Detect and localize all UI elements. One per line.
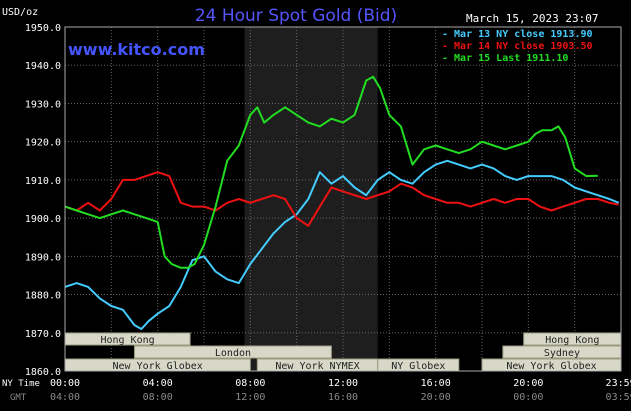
chart-axes: 1860.0 1870.0 1880.0 1890.0 1900.0 1910.0 1920…	[2, 23, 631, 403]
gmt-tick-label: 03:59	[606, 392, 631, 403]
y-tick-label: 1920.0	[25, 138, 61, 149]
session-label: New York NYMEX	[275, 361, 359, 372]
plot-frame	[64, 26, 622, 372]
session-bars: Hong Kong London New York Globex New York N…	[64, 332, 622, 372]
gmt-tick-label: 20:00	[421, 392, 451, 403]
y-tick-label: 1890.0	[25, 252, 61, 263]
session-label: NY Globex	[391, 361, 445, 372]
legend-entry: - Mar 13 NY close 1913.90	[442, 29, 593, 40]
x-tick-label: 20:00	[513, 378, 543, 389]
session-label: London	[215, 348, 251, 359]
legend-entry: - Mar 14 NY close 1903.50	[442, 41, 593, 52]
legend: - Mar 13 NY close 1913.90- Mar 14 NY clo…	[442, 29, 593, 64]
y-tick-label: 1900.0	[25, 214, 61, 225]
y-tick-label: 1950.0	[25, 23, 61, 34]
series-line-3	[64, 75, 598, 269]
x-tick-label: 00:00	[50, 378, 80, 389]
series-line-1	[64, 159, 620, 330]
x-tick-label: 23:59	[606, 378, 631, 389]
gmt-tick-label: 16:00	[328, 392, 358, 403]
y-tick-label: 1880.0	[25, 291, 61, 302]
highlight-band	[244, 27, 378, 371]
session-label: New York Globex	[506, 361, 596, 372]
gmt-tick-label: 04:00	[50, 392, 80, 403]
session-label: Hong Kong	[545, 335, 599, 346]
y-tick-label: 1940.0	[25, 61, 61, 72]
series-lines	[64, 75, 620, 330]
gmt-axis-label: GMT	[10, 393, 27, 403]
y-tick-label: 1910.0	[25, 176, 61, 187]
ny-time-axis-label: NY Time	[2, 379, 40, 389]
x-tick-label: 08:00	[235, 378, 265, 389]
chart-title: 24 Hour Spot Gold (Bid)	[195, 6, 397, 26]
trading-highlight	[244, 27, 378, 371]
gmt-tick-label: 00:00	[513, 392, 543, 403]
y-tick-label: 1860.0	[25, 367, 61, 378]
session-label: New York Globex	[113, 361, 203, 372]
gmt-tick-label: 12:00	[235, 392, 265, 403]
gmt-tick-label: 08:00	[143, 392, 173, 403]
y-tick-label: 1870.0	[25, 329, 61, 340]
session-label: Hong Kong	[100, 335, 154, 346]
session-label: Sydney	[544, 348, 580, 359]
x-tick-label: 04:00	[143, 378, 173, 389]
timestamp: March 15, 2023 23:07	[466, 12, 598, 25]
series-line-2	[64, 171, 619, 227]
unit-label: USD/oz	[2, 7, 38, 18]
session-bar	[134, 345, 332, 359]
y-tick-label: 1930.0	[25, 99, 61, 110]
x-tick-label: 12:00	[328, 378, 358, 389]
site-label: www.kitco.com	[68, 40, 205, 59]
legend-entry: - Mar 15 Last 1911.10	[442, 53, 568, 64]
x-tick-label: 16:00	[421, 378, 451, 389]
